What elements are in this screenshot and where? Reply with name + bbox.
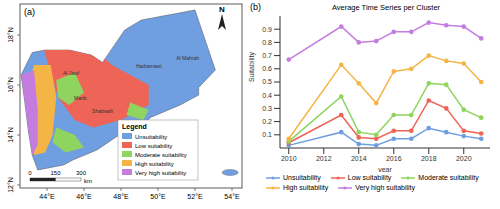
svg-text:km: km <box>84 178 92 184</box>
svg-text:0.7: 0.7 <box>262 52 272 59</box>
svg-text:46°E: 46°E <box>76 193 92 200</box>
svg-text:0: 0 <box>28 170 32 176</box>
html-text:High suitability: High suitability <box>283 184 329 191</box>
svg-text:0.9: 0.9 <box>262 26 272 33</box>
svg-text:12°N: 12°N <box>8 177 14 193</box>
html-text:(b): (b) <box>250 2 261 12</box>
svg-text:150: 150 <box>50 170 61 176</box>
svg-text:Moderate suitability: Moderate suitability <box>135 152 187 158</box>
svg-text:52°E: 52°E <box>187 193 203 200</box>
svg-text:High suitability: High suitability <box>135 161 174 167</box>
svg-text:44°E: 44°E <box>39 193 55 200</box>
svg-text:Al Mahrah: Al Mahrah <box>176 55 199 61</box>
svg-text:N: N <box>219 5 225 14</box>
html-text:Low suitability: Low suitability <box>347 174 392 181</box>
html-text:Unsuitability: Unsuitability <box>283 174 321 181</box>
svg-text:54°E: 54°E <box>224 193 240 200</box>
svg-text:Hadramawt: Hadramawt <box>136 63 162 69</box>
svg-text:year: year <box>378 166 392 172</box>
svg-text:0.1: 0.1 <box>262 131 272 138</box>
svg-text:0.2: 0.2 <box>262 118 272 125</box>
svg-text:50°E: 50°E <box>150 193 166 200</box>
html-text:Very high suitability: Very high suitability <box>355 184 416 191</box>
svg-text:0.5: 0.5 <box>262 78 272 85</box>
html-text:Average Time Series per Cluste: Average Time Series per Cluster <box>331 3 441 12</box>
svg-text:48°E: 48°E <box>113 193 129 200</box>
svg-text:Marib: Marib <box>74 95 87 101</box>
svg-text:0.3: 0.3 <box>262 105 272 112</box>
svg-text:(a): (a) <box>24 7 35 17</box>
svg-text:Suitability: Suitability <box>248 52 256 82</box>
svg-text:2014: 2014 <box>351 155 367 162</box>
svg-text:Al Jawf: Al Jawf <box>63 70 80 76</box>
svg-text:18°N: 18°N <box>8 27 14 43</box>
svg-text:16°N: 16°N <box>8 77 14 93</box>
svg-text:300: 300 <box>76 170 87 176</box>
svg-text:Legend: Legend <box>122 123 147 131</box>
svg-text:0.8: 0.8 <box>262 39 272 46</box>
svg-text:Very high suitability: Very high suitability <box>135 170 186 176</box>
svg-text:14°N: 14°N <box>8 127 14 143</box>
svg-text:2018: 2018 <box>421 155 437 162</box>
svg-text:2016: 2016 <box>386 155 402 162</box>
svg-text:Unsuitability: Unsuitability <box>135 134 167 140</box>
html-text:Moderate suitability: Moderate suitability <box>418 174 479 181</box>
svg-text:Shabwah: Shabwah <box>92 108 113 114</box>
svg-text:2010: 2010 <box>281 155 297 162</box>
svg-text:0.6: 0.6 <box>262 65 272 72</box>
svg-text:2020: 2020 <box>456 155 472 162</box>
svg-text:0.4: 0.4 <box>262 92 272 99</box>
svg-text:2012: 2012 <box>316 155 332 162</box>
svg-text:Low suitability: Low suitability <box>135 143 172 149</box>
